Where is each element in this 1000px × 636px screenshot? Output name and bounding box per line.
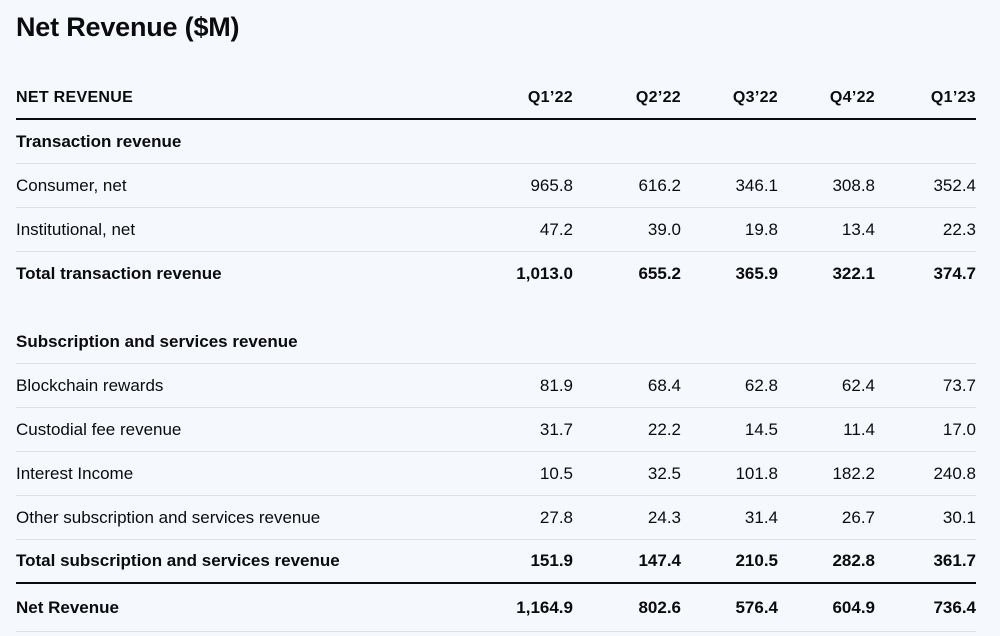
table-cell: 616.2: [638, 175, 681, 195]
table-row: Custodial fee revenue 31.7 22.2 14.5 11.…: [16, 408, 976, 452]
table-row: Interest Income 10.5 32.5 101.8 182.2 24…: [16, 452, 976, 496]
table-cell: 182.2: [832, 463, 875, 483]
table-cell: 26.7: [841, 507, 875, 527]
table-cell: 365.9: [735, 264, 778, 283]
table-cell: 22.2: [647, 419, 681, 439]
row-label: Consumer, net: [16, 175, 127, 195]
table-cell: 655.2: [638, 264, 681, 283]
section-label: Subscription and services revenue: [16, 331, 298, 351]
table-cell: 39.0: [647, 219, 681, 239]
table-cell: 736.4: [933, 597, 976, 617]
table-cell: 68.4: [647, 375, 681, 395]
table-cell: 101.8: [735, 463, 778, 483]
header-q1-23: Q1’23: [930, 88, 976, 106]
table-cell: 352.4: [933, 175, 976, 195]
header-q1-22: Q1’22: [527, 88, 573, 106]
total-row-transaction: Total transaction revenue 1,013.0 655.2 …: [16, 252, 976, 296]
table-cell: 346.1: [735, 175, 778, 195]
table-cell: 151.9: [530, 551, 573, 570]
table-cell: 374.7: [933, 264, 976, 283]
table-cell: 240.8: [933, 463, 976, 483]
table-cell: 31.7: [539, 419, 573, 439]
table-cell: 30.1: [942, 507, 976, 527]
table-cell: 802.6: [638, 597, 681, 617]
header-q4-22: Q4’22: [829, 88, 875, 106]
table-cell: 11.4: [843, 419, 875, 439]
table-row: Other subscription and services revenue …: [16, 496, 976, 540]
row-label: Total subscription and services revenue: [16, 551, 340, 570]
table-cell: 282.8: [832, 551, 875, 570]
net-revenue-table: NET REVENUE Q1’22 Q2’22 Q3’22 Q4’22 Q1’2…: [16, 77, 976, 632]
section-header-transaction: Transaction revenue: [16, 120, 976, 164]
table-cell: 73.7: [942, 375, 976, 395]
row-label: Net Revenue: [16, 597, 119, 617]
table-cell: 17.0: [942, 419, 976, 439]
table-cell: 1,164.9: [516, 597, 573, 617]
row-label: Blockchain rewards: [16, 375, 164, 395]
table-cell: 308.8: [832, 175, 875, 195]
table-cell: 32.5: [647, 463, 681, 483]
section-spacer: [16, 296, 976, 320]
table-cell: 47.2: [539, 219, 573, 239]
table-cell: 31.4: [744, 507, 778, 527]
table-cell: 361.7: [933, 551, 976, 570]
table-cell: 13.4: [841, 219, 875, 239]
header-q2-22: Q2’22: [635, 88, 681, 106]
row-label: Interest Income: [16, 463, 134, 483]
row-label: Custodial fee revenue: [16, 419, 182, 439]
table-header-row: NET REVENUE Q1’22 Q2’22 Q3’22 Q4’22 Q1’2…: [16, 77, 976, 120]
table-cell: 147.4: [638, 551, 681, 570]
table-cell: 322.1: [832, 264, 875, 283]
table-cell: 14.5: [744, 419, 778, 439]
table-cell: 1,013.0: [516, 264, 573, 283]
table-cell: 27.8: [539, 507, 573, 527]
table-cell: 576.4: [735, 597, 778, 617]
table-row: Consumer, net 965.8 616.2 346.1 308.8 35…: [16, 164, 976, 208]
table-cell: 62.8: [744, 375, 778, 395]
table-cell: 62.4: [841, 375, 875, 395]
section-header-subscription: Subscription and services revenue: [16, 320, 976, 364]
table-cell: 965.8: [530, 175, 573, 195]
net-revenue-row: Net Revenue 1,164.9 802.6 576.4 604.9 73…: [16, 584, 976, 632]
table-cell: 22.3: [942, 219, 976, 239]
row-label: Total transaction revenue: [16, 264, 222, 283]
table-row: Institutional, net 47.2 39.0 19.8 13.4 2…: [16, 208, 976, 252]
table-cell: 604.9: [832, 597, 875, 617]
table-cell: 10.5: [539, 463, 573, 483]
table-cell: 81.9: [539, 375, 573, 395]
page-title: Net Revenue ($M): [16, 12, 240, 42]
table-cell: 19.8: [744, 219, 778, 239]
table-cell: 210.5: [735, 551, 778, 570]
row-label: Institutional, net: [16, 219, 136, 239]
section-label: Transaction revenue: [16, 131, 182, 151]
header-label: NET REVENUE: [16, 88, 134, 106]
row-label: Other subscription and services revenue: [16, 507, 321, 527]
header-q3-22: Q3’22: [732, 88, 778, 106]
total-row-subscription: Total subscription and services revenue …: [16, 540, 976, 584]
table-cell: 24.3: [647, 507, 681, 527]
table-row: Blockchain rewards 81.9 68.4 62.8 62.4 7…: [16, 364, 976, 408]
